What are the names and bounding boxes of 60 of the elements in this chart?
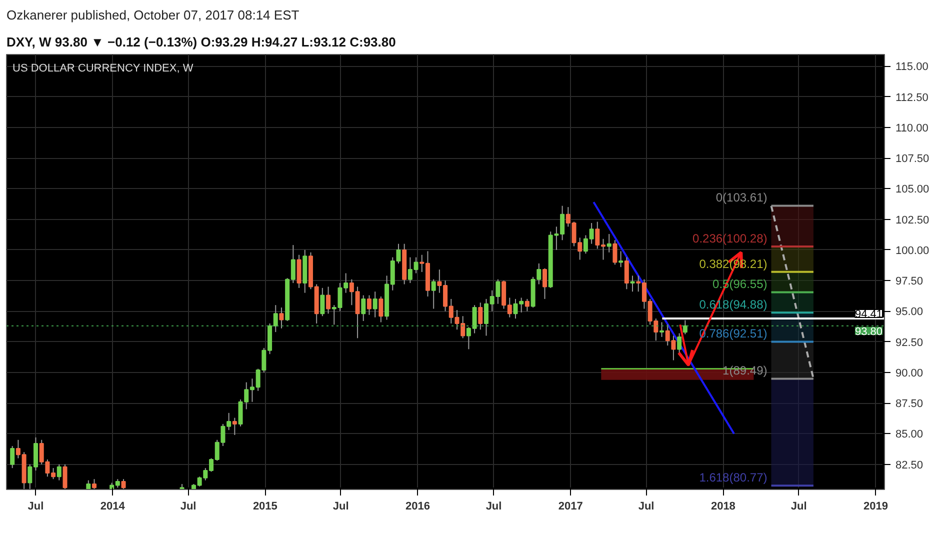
- y-tick-label: 90.00: [896, 367, 924, 380]
- candlestick: [624, 256, 629, 290]
- y-tick-label: 87.50: [896, 398, 924, 410]
- candlestick: [630, 275, 635, 292]
- text: Ozkanerer published, October 07, 2017 08:14 EST: [6, 8, 300, 22]
- y-tick-label: 115.00: [896, 61, 928, 74]
- candlestick: [320, 287, 325, 317]
- candlestick: [273, 304, 278, 333]
- text: US DOLLAR CURRENCY INDEX, W: [12, 62, 194, 74]
- x-tick-label: 2015: [252, 500, 278, 512]
- y-tick-label: 112.50: [896, 92, 928, 104]
- candlestick: [361, 294, 366, 322]
- candlestick: [618, 250, 624, 268]
- ref-line-label: 0(103.61): [716, 190, 768, 205]
- y-tick-label: 100.00: [896, 244, 930, 257]
- candlestick: [121, 478, 126, 490]
- x-tick-label: Jul: [180, 500, 196, 512]
- chart-subtitle: DXY, W 93.80 ▼ −0.12 (−0.13%) O:93.29 H:94.27 L:93.12 C:93.80: [6, 34, 396, 50]
- y-tick-label: 97.50: [896, 276, 924, 288]
- x-tick-label: Jul: [332, 500, 349, 512]
- candlestick: [478, 302, 483, 330]
- candlestick: [431, 278, 436, 310]
- candlestick: [279, 307, 284, 329]
- candlestick: [232, 417, 237, 436]
- candlestick: [62, 464, 68, 490]
- ref-line-label: 93.80: [854, 326, 883, 338]
- ref-line-label: 0.236(100.28): [692, 232, 768, 246]
- x-tick-label: 2014: [100, 500, 126, 512]
- candlestick: [542, 268, 548, 300]
- x-tick-label: Jul: [486, 500, 502, 512]
- candlestick: [296, 254, 302, 288]
- x-tick-label: Jul: [638, 500, 654, 512]
- x-tick-label: 2019: [863, 500, 888, 512]
- y-tick-label: 82.50: [896, 459, 924, 472]
- y-tick-label: 95.00: [896, 306, 924, 318]
- candlestick: [612, 240, 618, 266]
- candlestick: [524, 298, 530, 312]
- candlestick: [366, 294, 372, 316]
- x-tick-label: 2017: [558, 500, 583, 512]
- candlestick: [682, 320, 688, 335]
- x-tick-label: 2018: [710, 500, 736, 512]
- y-tick-label: 110.00: [896, 122, 928, 134]
- x-tick-label: 2016: [405, 500, 430, 512]
- x-tick-label: Jul: [790, 500, 807, 512]
- candlestick: [10, 446, 15, 469]
- candlestick: [56, 464, 62, 481]
- candlestick: [92, 478, 97, 490]
- candlestick: [677, 332, 682, 355]
- y-tick-label: 85.00: [896, 428, 924, 441]
- candlestick: [378, 296, 384, 323]
- candlestick: [660, 322, 664, 338]
- candlestick: [326, 286, 331, 314]
- y-tick-label: 107.50: [896, 153, 930, 166]
- y-tick-label: 105.00: [896, 184, 930, 196]
- candlestick: [372, 291, 378, 318]
- y-tick-label: 92.50: [896, 336, 924, 349]
- x-tick-label: Jul: [28, 500, 44, 512]
- ref-line-label: 1.618(80.77): [699, 470, 768, 485]
- y-tick-label: 102.50: [896, 214, 930, 226]
- candlestick: [606, 234, 612, 253]
